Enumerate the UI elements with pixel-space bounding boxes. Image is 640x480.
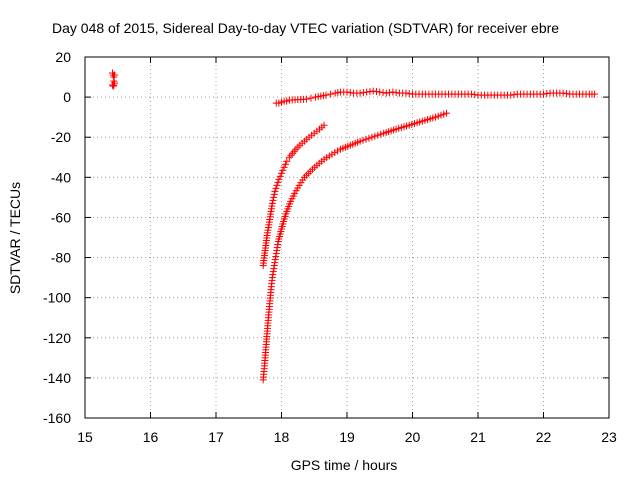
data-point [270,193,278,201]
axis-ticks: 15 16 17 18 19 20 21 22 23 20 0 -20 -40 -60 -80 -100 -12… [43,49,617,445]
data-point [273,181,281,189]
data-point [392,89,400,97]
x-tick-label: 15 [77,429,93,445]
x-tick-label: 21 [470,429,486,445]
data-point [279,166,287,174]
data-point [278,169,285,177]
data-point [302,95,310,103]
data-point [272,184,280,192]
data-point [467,90,475,98]
y-tick-label: -120 [43,330,71,346]
data-point [269,196,277,204]
data-point [110,71,118,79]
y-tick-label: -100 [43,290,71,306]
data-point [591,90,599,98]
data-point [322,91,330,99]
data-point [359,89,367,97]
data-point [368,133,376,141]
x-tick-label: 19 [339,429,355,445]
data-point [343,88,351,96]
x-axis-label: GPS time / hours [291,457,398,473]
data-point [270,190,278,198]
data-point [372,88,380,96]
data-point [382,89,390,97]
data-point [109,82,117,90]
data-point [405,90,413,98]
data-point [540,90,547,98]
chart-title: Day 048 of 2015, Sidereal Day-to-day VTE… [52,20,559,36]
data-point [365,134,373,142]
data-point [307,94,315,102]
data-point [274,178,282,186]
data-point [369,87,377,95]
data-point [275,175,283,183]
data-point [276,172,284,180]
data-point [268,199,276,207]
data-point [543,90,551,98]
x-tick-label: 17 [208,429,224,445]
data-point [280,163,288,171]
y-tick-label: -20 [51,129,71,145]
data-point [371,132,379,140]
data-point [359,136,367,144]
data-point [376,88,384,96]
y-tick-label: 20 [55,49,71,65]
data-point [374,131,382,139]
data-point [559,89,567,97]
data-point [562,90,570,98]
data-point [402,89,410,97]
data-point [331,149,339,157]
y-tick-label: -160 [43,410,71,426]
data-point [386,89,394,97]
data-point [110,77,118,85]
data-point [362,135,370,143]
grid [85,57,609,418]
data-point [510,91,518,99]
y-tick-label: 0 [63,89,71,105]
data-point [389,88,397,96]
y-tick-label: -60 [51,209,71,225]
x-tick-label: 16 [143,429,159,445]
data-point [334,147,342,155]
data-point [271,187,279,195]
data-point [366,88,374,96]
data-point [356,89,364,97]
data-point [363,88,371,96]
x-tick-label: 23 [601,429,617,445]
data-point [443,109,451,117]
data-point [377,130,385,138]
data-points [109,69,599,384]
data-point [356,137,364,145]
data-point [471,91,479,99]
data-point [327,90,335,98]
data-point [320,121,328,129]
plot-frame [84,56,610,419]
data-point [283,157,291,165]
y-tick-label: -80 [51,250,71,266]
x-tick-label: 22 [536,429,552,445]
y-tick-label: -40 [51,169,71,185]
y-tick-label: -140 [43,370,71,386]
data-point [346,89,354,97]
y-axis-label: SDTVAR / TECUs [7,182,23,294]
x-tick-label: 18 [274,429,290,445]
data-point [507,91,515,99]
x-tick-label: 20 [405,429,421,445]
data-point [379,89,387,97]
data-point [281,160,289,168]
data-point [328,150,336,158]
